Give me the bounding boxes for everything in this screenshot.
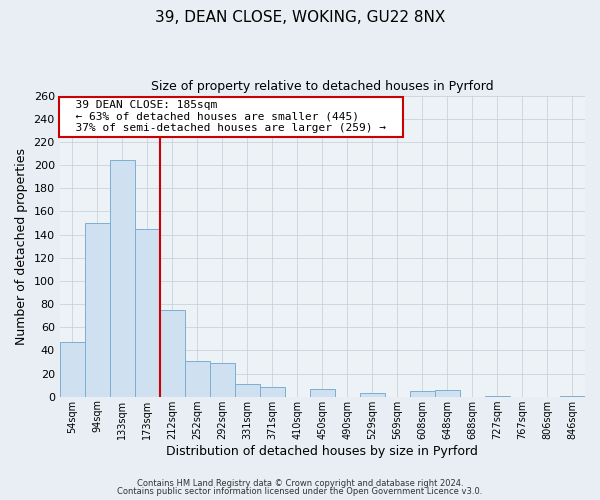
Bar — [160, 310, 185, 396]
Text: Contains HM Land Registry data © Crown copyright and database right 2024.: Contains HM Land Registry data © Crown c… — [137, 478, 463, 488]
Bar — [185, 361, 210, 396]
Title: Size of property relative to detached houses in Pyrford: Size of property relative to detached ho… — [151, 80, 494, 93]
Bar — [235, 384, 260, 396]
Text: 39 DEAN CLOSE: 185sqm  
  ← 63% of detached houses are smaller (445)  
  37% of : 39 DEAN CLOSE: 185sqm ← 63% of detached … — [62, 100, 400, 134]
Bar — [435, 390, 460, 396]
Bar — [260, 388, 285, 396]
Text: Contains public sector information licensed under the Open Government Licence v3: Contains public sector information licen… — [118, 487, 482, 496]
Bar — [85, 223, 110, 396]
Bar — [110, 160, 135, 396]
Bar — [310, 388, 335, 396]
Bar — [59, 342, 85, 396]
Bar — [410, 391, 435, 396]
Text: 39, DEAN CLOSE, WOKING, GU22 8NX: 39, DEAN CLOSE, WOKING, GU22 8NX — [155, 10, 445, 25]
X-axis label: Distribution of detached houses by size in Pyrford: Distribution of detached houses by size … — [166, 444, 478, 458]
Bar — [360, 393, 385, 396]
Y-axis label: Number of detached properties: Number of detached properties — [15, 148, 28, 344]
Bar — [135, 228, 160, 396]
Bar — [210, 363, 235, 396]
